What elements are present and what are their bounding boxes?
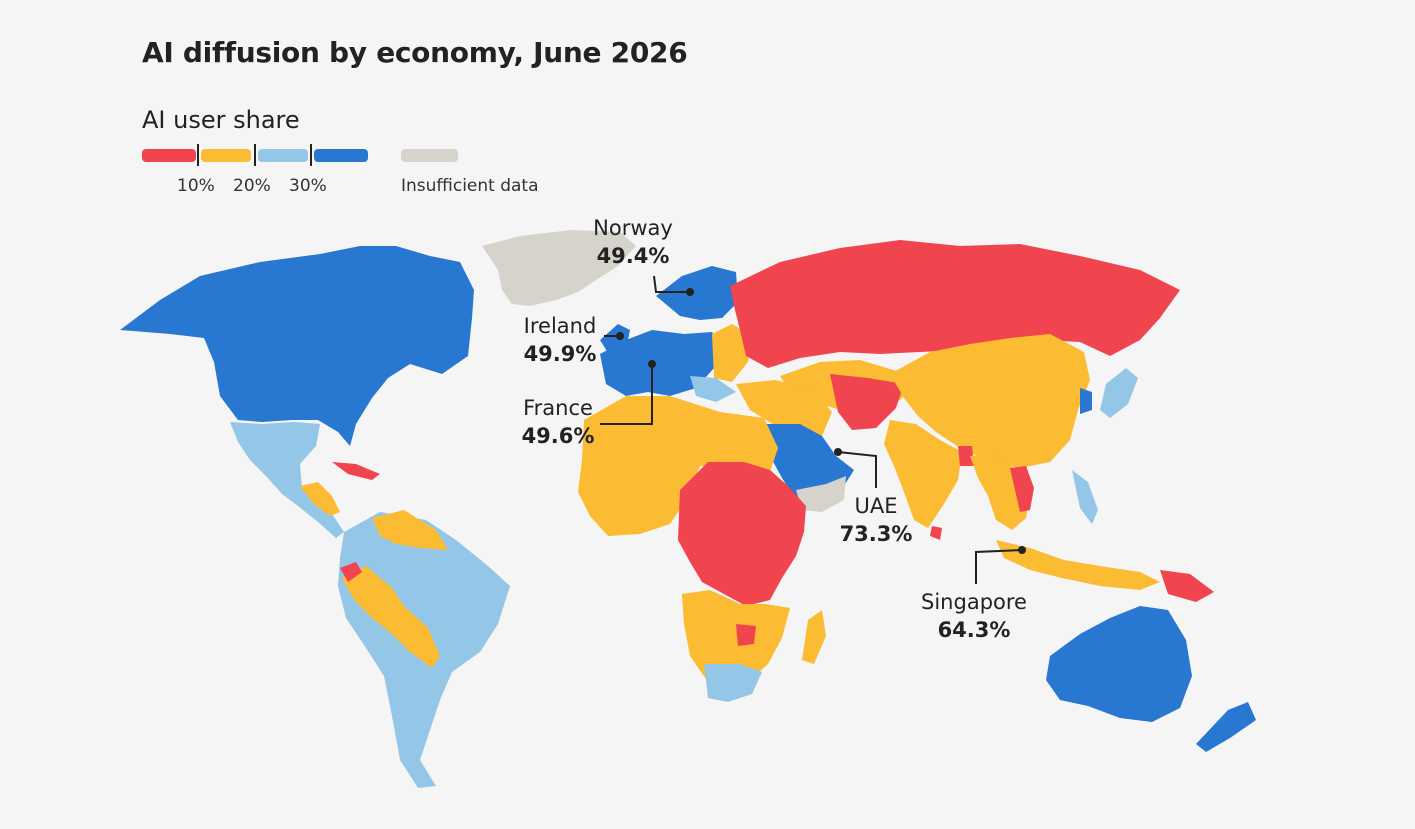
callout-value: 64.3%: [937, 618, 1011, 642]
region-new-zealand: [1196, 702, 1256, 752]
callout-ireland: Ireland 49.9%: [508, 312, 612, 368]
callout-value: 73.3%: [839, 522, 913, 546]
callout-norway: Norway 49.4%: [580, 214, 686, 270]
callout-name: Ireland: [523, 314, 597, 338]
region-philippines: [1072, 470, 1098, 524]
region-vietnam: [1010, 466, 1034, 512]
map-title: AI diffusion by economy, June 2026: [142, 36, 688, 69]
region-south-africa: [704, 664, 762, 702]
region-sri-lanka: [930, 526, 942, 540]
region-cuba: [332, 462, 380, 480]
legend-tick-label: 20%: [233, 176, 271, 196]
legend-swatch-over-30: [314, 149, 368, 162]
callout-singapore: Singapore 64.3%: [906, 588, 1042, 644]
callout-value: 49.6%: [521, 424, 595, 448]
callout-value: 49.4%: [596, 244, 670, 268]
callout-name: France: [523, 396, 593, 420]
region-zimbabwe: [736, 624, 756, 646]
callout-uae: UAE 73.3%: [832, 492, 920, 548]
region-australia: [1046, 606, 1192, 722]
callout-name: UAE: [854, 494, 898, 518]
region-mexico: [230, 422, 344, 538]
legend-swatch-10-20: [201, 149, 251, 162]
callout-name: Norway: [593, 216, 673, 240]
legend-insufficient-label: Insufficient data: [401, 176, 539, 196]
region-north-america: [120, 246, 474, 446]
callout-france: France 49.6%: [510, 394, 606, 450]
region-japan: [1100, 368, 1138, 418]
region-bolivia-peru: [342, 566, 440, 668]
legend-tick: [254, 144, 256, 166]
region-venezuela: [372, 510, 448, 550]
region-uk-ireland: [600, 324, 630, 356]
region-turkey-iran: [736, 380, 832, 438]
callout-dots: [616, 288, 1026, 554]
region-scandinavia: [656, 266, 738, 320]
region-indonesia: [996, 540, 1160, 590]
legend-tick: [197, 144, 199, 166]
region-papua: [1160, 570, 1214, 602]
region-central-america: [300, 482, 340, 516]
region-central-africa: [678, 462, 806, 606]
region-yemen-oman: [796, 476, 846, 512]
region-korea: [1080, 388, 1092, 414]
region-china: [890, 334, 1090, 468]
region-bangladesh: [958, 446, 974, 466]
region-russia: [730, 240, 1180, 368]
legend-tick: [310, 144, 312, 166]
region-north-africa: [578, 396, 778, 536]
callout-value: 49.9%: [523, 342, 597, 366]
region-greenland: [482, 230, 636, 306]
legend-swatch-under-10: [142, 149, 196, 162]
region-balkans: [690, 376, 736, 402]
region-ecuador: [340, 562, 362, 582]
legend-swatch-20-30: [258, 149, 308, 162]
region-central-asia: [830, 374, 904, 430]
legend-tick-label: 30%: [289, 176, 327, 196]
legend-title: AI user share: [142, 106, 300, 134]
region-india: [884, 420, 962, 528]
legend-tick-label: 10%: [177, 176, 215, 196]
region-madagascar: [802, 610, 826, 664]
callout-name: Singapore: [921, 590, 1027, 614]
legend-swatch-insufficient: [401, 149, 458, 162]
